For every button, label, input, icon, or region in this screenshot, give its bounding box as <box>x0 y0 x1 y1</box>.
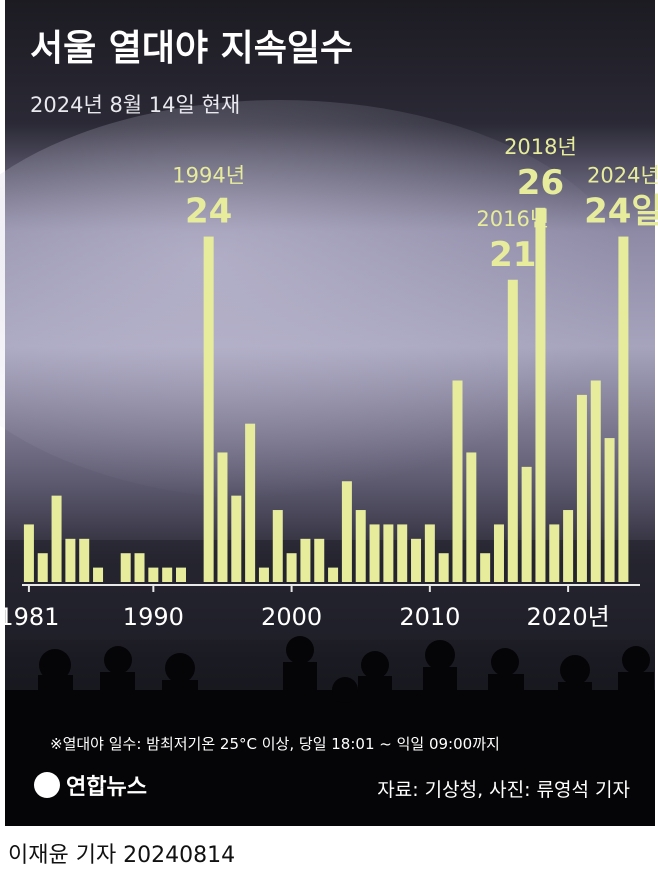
bar <box>493 524 504 582</box>
source: 자료: 기상청, 사진: 류영석 기자 <box>377 779 630 801</box>
bar <box>466 452 477 582</box>
bar <box>175 567 186 582</box>
bar <box>286 553 297 582</box>
bar <box>355 510 366 582</box>
water <box>5 540 655 640</box>
bar <box>65 538 76 582</box>
bar <box>411 538 422 582</box>
data-label: 24일 <box>584 192 658 232</box>
bar <box>120 553 131 582</box>
bar <box>79 538 90 582</box>
bar <box>217 452 228 582</box>
x-tick-label: 2020년 <box>527 603 610 631</box>
bar <box>383 524 394 582</box>
byline: 이재윤 기자 20240814 <box>8 843 235 868</box>
bar <box>162 567 173 582</box>
bar <box>535 207 546 583</box>
x-tick-label: 2000 <box>261 603 322 631</box>
bar <box>314 538 325 582</box>
bar <box>23 524 34 582</box>
bar <box>300 538 311 582</box>
bar <box>51 495 62 582</box>
bar <box>604 438 615 582</box>
crowd-silhouette <box>5 636 655 826</box>
logo-icon <box>34 772 60 798</box>
bar <box>369 524 380 582</box>
bar <box>452 380 463 582</box>
highlight-label: 1994년 <box>172 164 245 188</box>
data-label: 21 <box>489 235 536 275</box>
data-label: 26 <box>517 163 564 203</box>
footnote: ※열대야 일수: 밤최저기온 25°C 이상, 당일 18:01 ~ 익일 09… <box>50 735 500 753</box>
x-tick-label: 1990 <box>123 603 184 631</box>
background-glow <box>0 100 640 500</box>
bar <box>424 524 435 582</box>
x-tick-label: 1981 <box>0 603 59 631</box>
bar <box>37 553 48 582</box>
bar <box>231 495 242 582</box>
bar <box>576 394 587 582</box>
bar <box>618 236 629 583</box>
bar <box>480 553 491 582</box>
chart-title: 서울 열대야 지속일수 <box>30 28 353 69</box>
bar <box>341 481 352 582</box>
logo: 연합뉴스 <box>66 774 147 800</box>
highlight-label: 2024년 <box>587 164 658 188</box>
bar <box>549 524 560 582</box>
bar <box>328 567 339 582</box>
data-label: 24 <box>185 192 232 232</box>
bar <box>245 423 256 582</box>
bar <box>521 466 532 582</box>
chart-subtitle: 2024년 8월 14일 현재 <box>30 93 240 117</box>
bar <box>438 553 449 582</box>
bar <box>272 510 283 582</box>
highlight-label: 2018년 <box>504 135 577 159</box>
x-tick-label: 2010 <box>399 603 460 631</box>
bar <box>93 567 104 582</box>
bar <box>134 553 145 582</box>
bar <box>203 236 214 583</box>
bar <box>563 510 574 582</box>
bar <box>397 524 408 582</box>
bar <box>507 279 518 582</box>
bar <box>590 380 601 582</box>
bar <box>258 567 269 582</box>
bar <box>148 567 159 582</box>
